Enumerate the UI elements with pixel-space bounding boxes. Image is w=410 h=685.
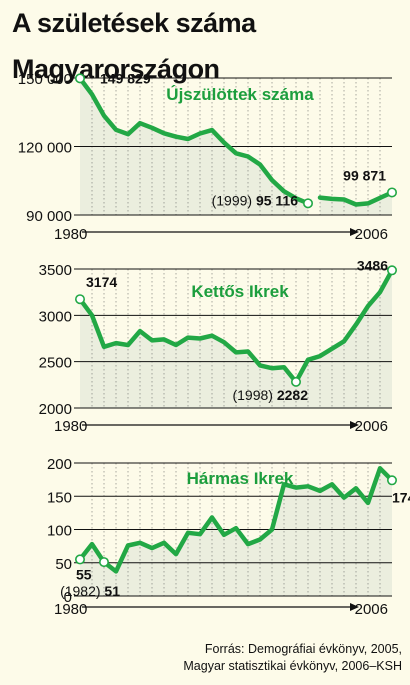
annotation-label: (1998) 2282 <box>232 387 308 403</box>
annotation-marker <box>386 187 397 198</box>
annotation-label: 149 829 <box>100 70 151 86</box>
y-tick-label: 200 <box>47 456 72 473</box>
annotation-value: 51 <box>104 583 120 599</box>
annotation-label: 3486 <box>357 257 388 273</box>
y-tick-label: 3000 <box>39 308 72 325</box>
x-end-label: 2006 <box>355 226 388 243</box>
source-line-2: Magyar statisztikai évkönyv, 2006–KSH <box>183 659 402 673</box>
x-start-label: 1980 <box>54 601 87 618</box>
x-end-label: 2006 <box>355 418 388 435</box>
annotation-value: 95 116 <box>256 192 298 208</box>
y-tick-label: 100 <box>47 523 72 540</box>
y-tick-label: 120 000 <box>18 140 72 157</box>
annotation-marker <box>75 554 86 565</box>
series-line-1 <box>77 268 395 385</box>
y-tick-label: 3500 <box>39 262 72 279</box>
chart-title: Újszülöttek száma <box>166 85 314 104</box>
chart-panel-1: 150 000 120 000 90 000 Újszülöttek száma 149… <box>18 70 397 243</box>
annotation-label: 55 <box>76 566 92 582</box>
y-tick-label: 150 <box>47 489 72 506</box>
annotation-marker <box>290 376 301 387</box>
annotation-label: 3174 <box>86 274 117 290</box>
annotation-label: (1982) 51 <box>60 583 120 599</box>
y-tick-label: 0 <box>64 589 72 606</box>
annotation-value: 174 <box>392 489 410 505</box>
annotation-label: 174 <box>392 489 410 505</box>
annotation-value: 55 <box>76 566 92 582</box>
y-tick-label: 50 <box>55 556 72 573</box>
annotation-value: 3486 <box>357 257 388 273</box>
annotation-label: 99 871 <box>343 167 386 183</box>
annotation-marker <box>386 265 397 276</box>
annotation-marker <box>75 73 86 84</box>
annotation-marker <box>302 198 313 209</box>
chart-panel-3: 200 150 100 50 0 Hármas Ikrek 55(1982) 51 174 19… <box>47 456 410 618</box>
x-start-label: 1980 <box>54 418 87 435</box>
annotation-marker <box>386 475 397 486</box>
annotation-label: (1999) 95 116 <box>212 192 299 208</box>
x-start-label: 1980 <box>54 226 87 243</box>
y-tick-label: 150 000 <box>18 71 72 88</box>
series-area-1 <box>80 270 392 408</box>
annotation-marker <box>75 294 86 305</box>
series-line-1 <box>77 76 311 206</box>
series-area-2 <box>320 192 392 215</box>
annotation-marker <box>99 557 110 568</box>
annotation-value: 2282 <box>277 387 308 403</box>
timeline-arrow-head <box>350 421 359 429</box>
chart-panel-2: 3500 3000 2500 2000 Kettős Ikrek 3174 (1998) 2… <box>39 257 397 435</box>
annotation-value: 149 829 <box>100 70 151 86</box>
x-end-label: 2006 <box>355 601 388 618</box>
y-tick-label: 90 000 <box>26 208 72 225</box>
annotation-year: (1998) <box>232 387 276 403</box>
y-tick-label: 2000 <box>39 401 72 418</box>
annotation-value: 99 871 <box>343 167 386 183</box>
source-line-1: Forrás: Demográfiai évkönyv, 2005, <box>204 642 402 656</box>
page-title: A születések száma Magyarországon <box>12 8 256 84</box>
series-line-2 <box>317 190 395 207</box>
y-tick-label: 2500 <box>39 355 72 372</box>
annotation-value: 3174 <box>86 274 117 290</box>
source-note: Forrás: Demográfiai évkönyv, 2005, Magya… <box>2 641 402 675</box>
timeline-arrow-head <box>350 603 359 611</box>
chart-title: Kettős Ikrek <box>191 282 289 301</box>
timeline-arrow-head <box>350 228 359 236</box>
chart-title: Hármas Ikrek <box>187 469 294 488</box>
annotation-year: (1999) <box>212 192 256 208</box>
annotation-year: (1982) <box>60 583 104 599</box>
series-line-1 <box>77 466 395 574</box>
